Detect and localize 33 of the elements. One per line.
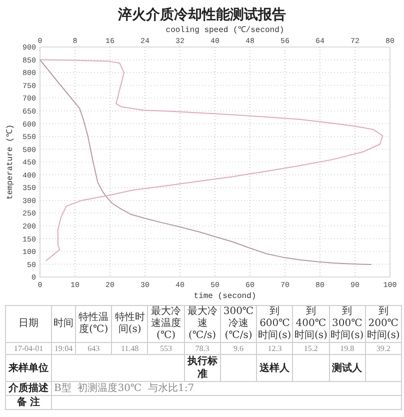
x2-axis-title: cooling speed (℃/second)	[166, 26, 284, 35]
text: 643	[76, 342, 112, 354]
text: 17-04-01	[6, 342, 52, 354]
text: 11.48	[112, 342, 148, 354]
text: 执行标准	[184, 354, 220, 382]
text: 最大冷速温度(℃)	[148, 306, 184, 342]
text: B型 初测温度30℃ 与水比1:7	[52, 382, 402, 396]
text: 送样人	[256, 354, 293, 382]
text: 特性时间(s)	[112, 306, 148, 342]
text: 来样单位	[6, 354, 52, 382]
text: 78.3	[184, 342, 220, 354]
text: 300℃冷速(℃/s)	[220, 306, 257, 342]
text: 到300℃时间(s)	[329, 306, 366, 342]
text: 测试人	[329, 354, 366, 382]
text: 到400℃时间(s)	[292, 306, 330, 342]
text: 特性温度(℃)	[76, 306, 112, 342]
text: 日期	[6, 306, 52, 342]
text: 时间	[52, 306, 76, 342]
text: 到200℃时间(s)	[365, 306, 402, 342]
text: 介质描述	[6, 382, 52, 396]
text: 到600℃时间(s)	[256, 306, 293, 342]
text: 备 注	[6, 396, 52, 410]
text: 15.2	[292, 342, 330, 354]
text: 19.8	[329, 342, 366, 354]
text: 最大冷速(℃/s)	[184, 306, 220, 342]
text: 553	[148, 342, 184, 354]
text: 19:04	[52, 342, 76, 354]
text: 39.2	[365, 342, 402, 354]
y-axis-title: temperature (℃)	[6, 124, 15, 200]
text: 9.6	[220, 342, 257, 354]
text: 12.3	[256, 342, 293, 354]
x-axis-title: time (second)	[194, 292, 256, 301]
chart-title: 淬火介质冷却性能测试报告	[117, 6, 286, 23]
